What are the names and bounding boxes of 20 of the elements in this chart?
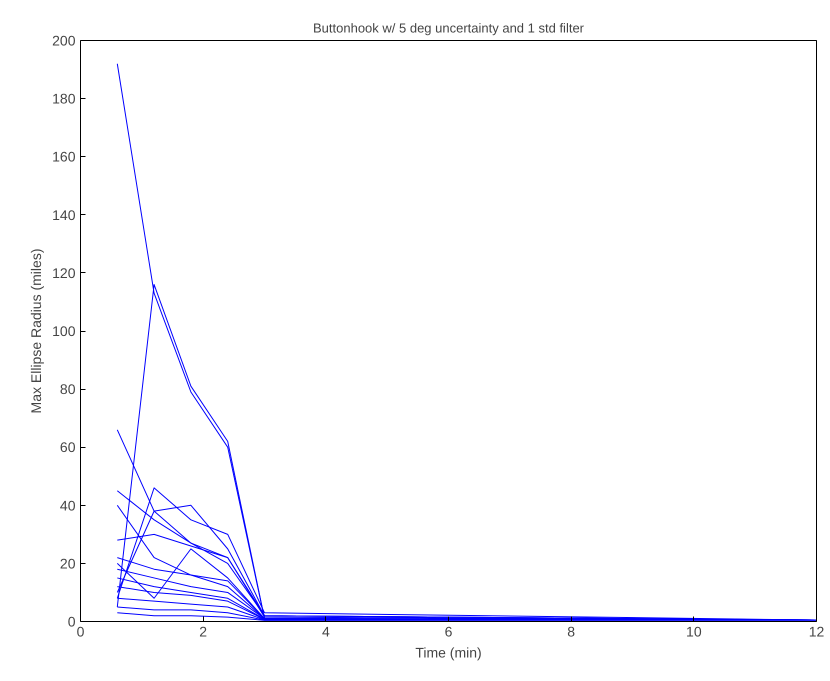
y-axis-title: Max Ellipse Radius (miles) [28, 248, 44, 414]
y-tick-label: 0 [68, 614, 76, 630]
y-tick-label: 180 [52, 90, 76, 107]
y-tick-label: 40 [60, 497, 76, 514]
x-tick-label: 2 [199, 624, 208, 640]
x-tick-label: 10 [686, 624, 702, 640]
y-tick-label: 120 [52, 264, 76, 281]
y-tick-label: 140 [52, 206, 76, 223]
chart-title: Buttonhook w/ 5 deg uncertainty and 1 std filter [313, 20, 585, 36]
y-tick-label: 100 [52, 323, 76, 339]
y-tick-label: 160 [52, 148, 76, 165]
y-tick-label: 20 [60, 555, 76, 572]
x-tick-label: 4 [322, 624, 330, 640]
x-axis-title: Time (min) [415, 644, 482, 660]
x-tick-label: 12 [808, 624, 824, 640]
x-tick-label: 8 [567, 624, 576, 640]
x-tick-label: 6 [444, 624, 453, 640]
y-tick-label: 60 [60, 439, 76, 456]
y-tick-label: 80 [60, 381, 76, 398]
y-tick-label: 200 [52, 32, 76, 48]
